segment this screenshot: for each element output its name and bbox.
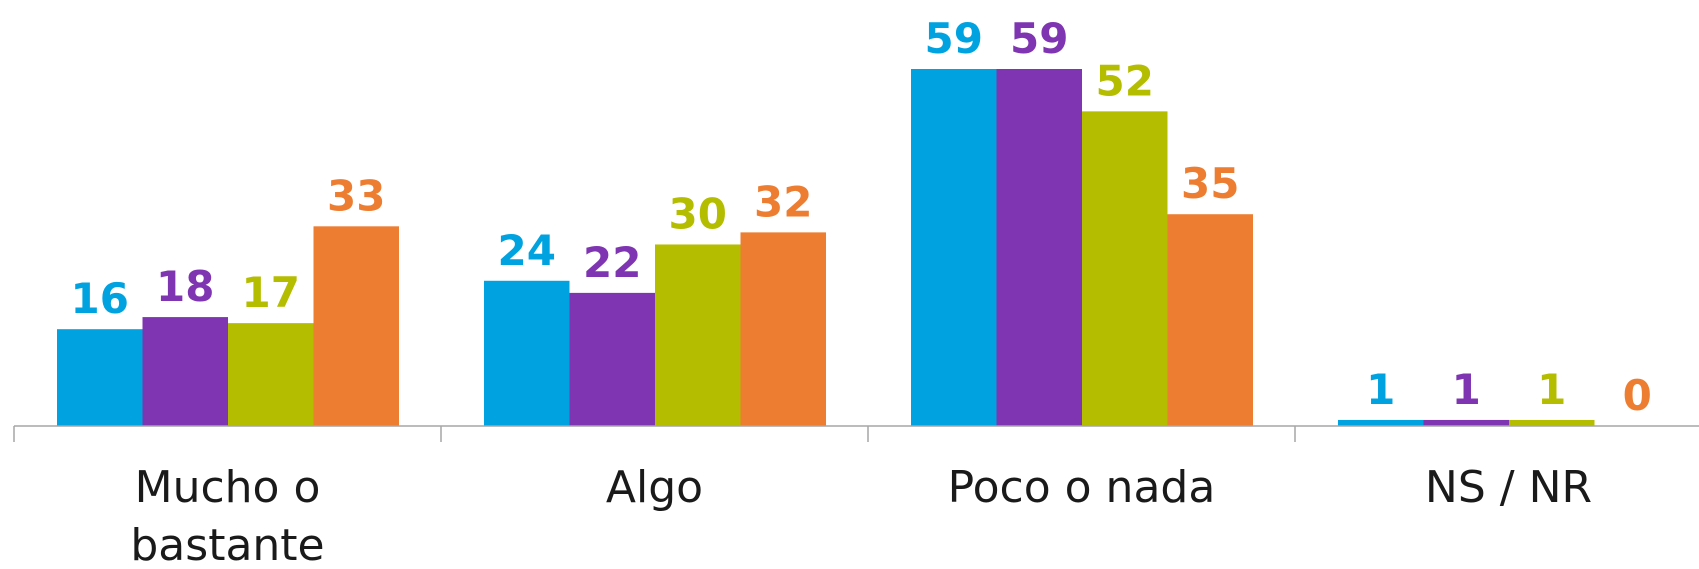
bars-layer: [57, 69, 1595, 427]
category-label-4: NS / NR: [1425, 462, 1592, 513]
bar-series-1-category-4: [1338, 419, 1424, 426]
category-labels-layer: Mucho o bastante Algo Poco o nada NS / NR: [130, 462, 1592, 569]
bar-series-1-category-3: [911, 69, 997, 426]
bar-series-4-category-2: [740, 232, 826, 426]
category-label-3: Poco o nada: [948, 462, 1216, 513]
category-label-1-line-2: bastante: [130, 520, 324, 569]
value-label-series-2-category-2: 22: [583, 238, 641, 287]
bar-series-3-category-4: [1509, 419, 1595, 426]
bar-series-2-category-1: [142, 317, 228, 426]
bar-series-3-category-1: [228, 323, 314, 426]
bar-series-2-category-3: [996, 69, 1082, 426]
value-label-series-2-category-1: 18: [156, 262, 214, 311]
bar-series-4-category-3: [1167, 214, 1253, 426]
value-label-series-1-category-3: 59: [925, 14, 983, 63]
value-label-series-4-category-4: 0: [1623, 371, 1652, 420]
bar-series-1-category-2: [484, 280, 570, 426]
bar-series-1-category-1: [57, 329, 143, 426]
bar-series-2-category-2: [569, 292, 655, 426]
value-label-series-2-category-4: 1: [1452, 365, 1481, 414]
value-labels-layer: 16 18 17 33 24 22 30 32 59 59 52 35 1 1 1 0: [71, 14, 1652, 420]
bar-series-4-category-1: [313, 226, 399, 426]
value-label-series-2-category-3: 59: [1010, 14, 1068, 63]
bar-series-3-category-2: [655, 244, 741, 426]
value-label-series-3-category-1: 17: [242, 268, 300, 317]
category-label-1-line-1: Mucho o: [135, 462, 321, 513]
x-axis: [13, 425, 1699, 442]
value-label-series-3-category-2: 30: [669, 189, 727, 238]
category-label-2: Algo: [606, 462, 703, 513]
value-label-series-3-category-4: 1: [1537, 365, 1566, 414]
value-label-series-4-category-3: 35: [1181, 159, 1239, 208]
value-label-series-3-category-3: 52: [1096, 56, 1154, 105]
bar-series-3-category-3: [1082, 111, 1168, 427]
bar-series-2-category-4: [1423, 419, 1509, 426]
value-label-series-1-category-2: 24: [498, 226, 556, 275]
value-label-series-4-category-2: 32: [754, 177, 812, 226]
value-label-series-1-category-4: 1: [1366, 365, 1395, 414]
value-label-series-1-category-1: 16: [71, 274, 129, 323]
value-label-series-4-category-1: 33: [327, 171, 385, 220]
